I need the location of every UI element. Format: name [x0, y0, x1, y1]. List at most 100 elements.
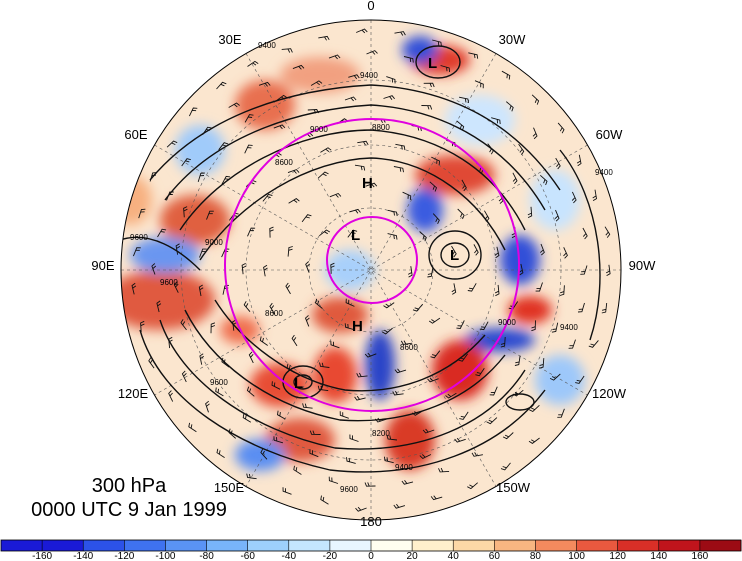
wind-barb	[319, 362, 330, 368]
contour-label: 9600	[340, 485, 358, 494]
field-positive-area	[432, 340, 488, 400]
colorbar-swatch	[329, 540, 372, 551]
wind-barb	[339, 411, 349, 419]
wind-barb	[199, 248, 207, 258]
wind-barb	[395, 143, 406, 151]
wind-barb	[269, 302, 275, 315]
low-pressure-marker: L	[294, 375, 303, 392]
wind-barb	[539, 243, 545, 256]
meridian-line	[245, 53, 497, 487]
wind-barb	[394, 31, 406, 36]
contour-label: 9400	[560, 323, 578, 332]
wind-barb	[197, 172, 205, 183]
longitude-labels: 0 30W 60W 90W 120W 150W 180 150E 120E 90…	[91, 0, 656, 529]
longitude-label-150e: 150E	[214, 480, 245, 495]
wind-barb	[383, 95, 395, 100]
contour-line	[428, 230, 482, 280]
wind-barb	[559, 285, 565, 296]
wind-barb	[210, 322, 216, 334]
contour-line	[184, 309, 506, 422]
wind-barb	[228, 102, 240, 108]
low-pressure-marker: L	[450, 247, 459, 264]
field-blobs	[121, 36, 585, 471]
wind-barb	[263, 264, 268, 277]
wind-barb	[575, 375, 585, 384]
wind-barb	[309, 430, 321, 435]
wind-barb	[419, 454, 432, 459]
contour-label: 8600	[400, 343, 418, 352]
wind-barb	[445, 392, 457, 399]
wind-barb	[576, 154, 582, 167]
wind-barb	[549, 373, 561, 381]
field-negative-area	[130, 237, 200, 273]
wind-barb	[458, 353, 468, 362]
wind-barb	[218, 142, 229, 151]
wind-barb	[494, 284, 500, 297]
colorbar-tick-label: -140	[73, 551, 93, 561]
wind-barb	[427, 377, 439, 383]
wind-barb	[173, 281, 179, 293]
wind-barb	[206, 210, 214, 220]
colorbar-tick-label: 140	[650, 551, 667, 561]
wind-barb	[605, 264, 611, 276]
wind-barb	[394, 368, 407, 374]
wind-barb	[262, 193, 273, 202]
wind-barb	[539, 174, 548, 186]
wind-barb	[419, 231, 427, 242]
wind-barb	[407, 266, 413, 278]
wind-barb	[168, 390, 174, 402]
wind-barb	[287, 169, 300, 174]
wind-barb	[180, 319, 187, 331]
wind-barb	[582, 227, 588, 240]
longitude-label-90e: 90E	[91, 258, 114, 273]
wind-barb	[151, 263, 157, 275]
wind-barb	[580, 265, 588, 275]
contour-label: 9400	[258, 41, 276, 50]
wind-barb	[347, 229, 358, 238]
wind-barb	[273, 436, 284, 444]
contour-label: 8600	[275, 158, 293, 167]
wind-barb	[571, 191, 577, 204]
wind-barb	[198, 284, 204, 297]
wind-barb	[354, 395, 366, 401]
wind-barb	[302, 403, 313, 409]
wind-barb	[349, 208, 361, 214]
wind-barb	[166, 191, 174, 201]
wind-barb	[484, 210, 490, 222]
wind-barb	[282, 487, 292, 495]
high-pressure-marker: H	[352, 318, 363, 335]
colorbar-swatch	[83, 540, 125, 551]
field-positive-area	[313, 347, 357, 403]
field-negative-area	[445, 95, 515, 145]
colorbar-swatch	[658, 540, 701, 551]
wind-barb	[489, 386, 498, 396]
field-negative-area	[530, 170, 580, 230]
wind-barb	[557, 408, 565, 418]
wind-barb	[156, 300, 162, 313]
contour-label: 8800	[372, 123, 390, 132]
field-negative-area	[402, 36, 438, 64]
graticule	[121, 20, 621, 520]
pressure-level-title: 300 hPa	[91, 475, 167, 497]
colorbar-tick-label: 60	[489, 551, 501, 561]
wind-barb	[344, 323, 355, 331]
wind-barb	[320, 147, 332, 153]
wind-barb	[305, 261, 311, 273]
contour-line	[164, 104, 546, 211]
contour-label: 8600	[265, 309, 283, 318]
contour-line	[559, 149, 601, 341]
wind-barb	[149, 172, 157, 182]
colorbar-swatch	[412, 540, 454, 551]
wind-barb	[459, 411, 469, 420]
wind-barb	[228, 428, 236, 439]
wind-barb	[188, 422, 197, 433]
wind-barb	[528, 437, 540, 444]
wind-barb	[592, 189, 597, 201]
wind-barb	[202, 126, 212, 135]
colorbar-swatch	[1, 540, 43, 551]
wind-barb	[285, 282, 291, 295]
wind-barb	[287, 246, 293, 257]
longitude-label-60w: 60W	[596, 127, 623, 142]
wind-barb	[244, 114, 254, 123]
colorbar-tick-label: -60	[240, 551, 255, 561]
